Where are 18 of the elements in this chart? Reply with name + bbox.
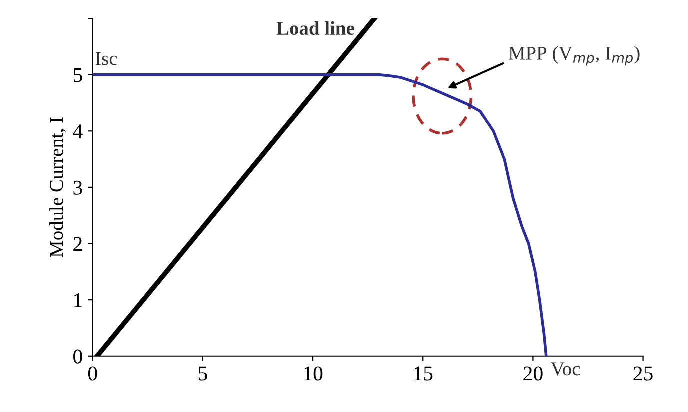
annotation: MPP (V$_{mp}$, I$_{mp}$): [508, 46, 640, 66]
y-tick-label: 5: [74, 68, 82, 82]
x-tick-label: 25: [634, 366, 653, 381]
y-tick-label: 3: [74, 180, 82, 195]
annotation: Isc: [96, 52, 118, 66]
y-axis-title: Module Current, I: [50, 118, 66, 258]
y-tick-label: 2: [74, 237, 82, 251]
series-label: Load line: [276, 21, 354, 36]
y-tick-label: 1: [74, 294, 82, 308]
y-tick-label: 0: [74, 350, 82, 364]
x-tick-label: 20: [524, 366, 543, 381]
x-tick-label: 0: [88, 366, 98, 381]
x-tick-label: 10: [304, 366, 323, 381]
x-tick-label: 5: [198, 366, 208, 381]
line-series: [92, 73, 548, 356]
x-tick-label: 15: [414, 366, 433, 381]
y-tick-label: 4: [73, 124, 83, 138]
annotation: Voc: [551, 362, 580, 376]
